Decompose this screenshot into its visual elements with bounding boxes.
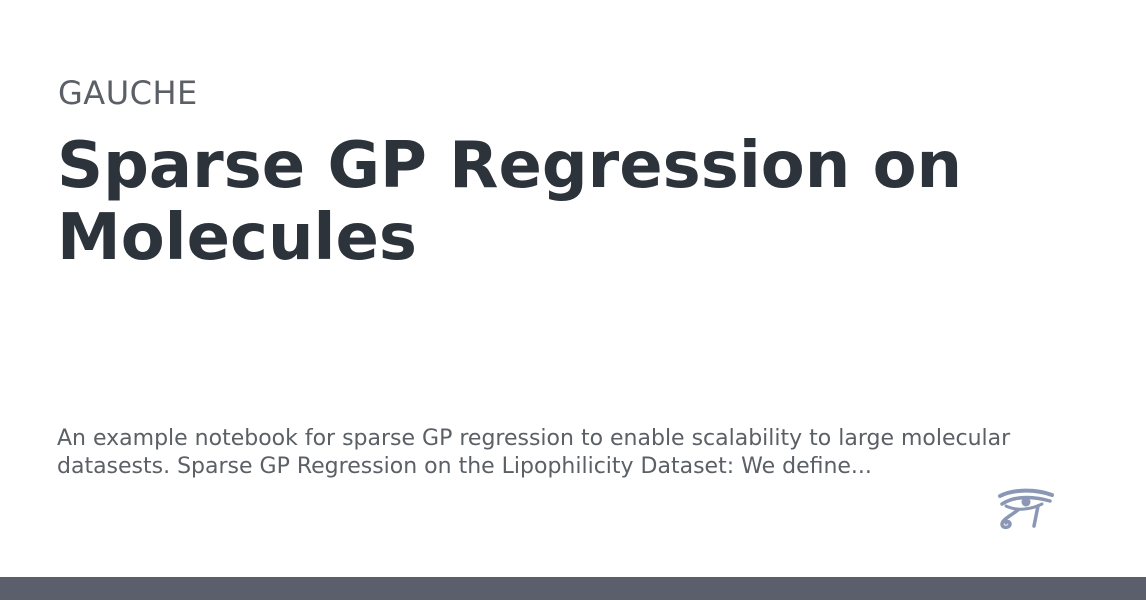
eye-of-horus-icon bbox=[996, 488, 1056, 532]
page-title: Sparse GP Regression on Molecules bbox=[57, 129, 963, 275]
page-description: An example notebook for sparse GP regres… bbox=[57, 426, 1011, 479]
site-name: GAUCHE bbox=[58, 74, 198, 112]
footer-bar bbox=[0, 577, 1146, 600]
